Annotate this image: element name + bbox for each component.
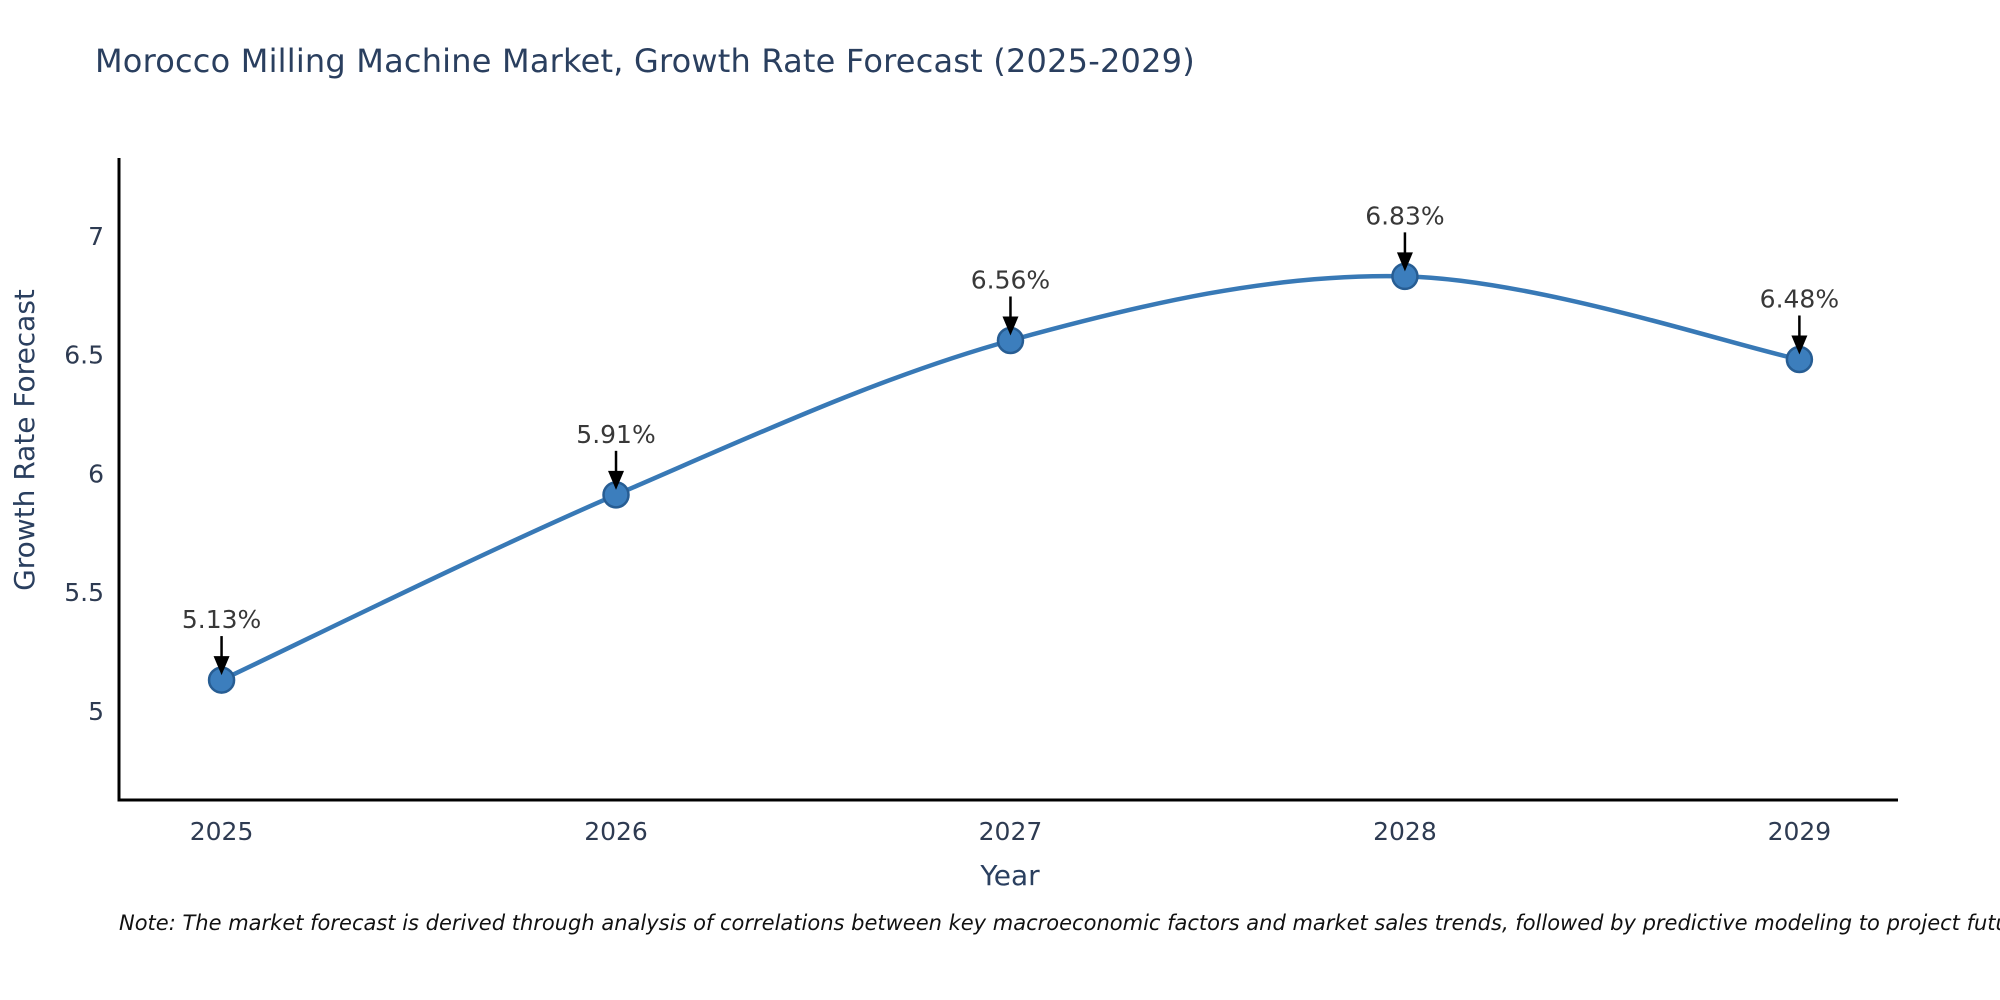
x-tick-label: 2029 (1768, 817, 1832, 846)
y-tick-label: 5 (88, 697, 104, 726)
x-tick-label: 2028 (1373, 817, 1437, 846)
annotation-arrowhead (213, 656, 230, 676)
x-axis-title: Year (979, 859, 1040, 892)
chart-title: Morocco Milling Machine Market, Growth R… (95, 42, 1195, 80)
annotation-arrowhead (608, 470, 625, 490)
data-point-value-label: 5.13% (182, 605, 261, 634)
y-axis-title: Growth Rate Forecast (8, 289, 41, 591)
y-tick-label: 6 (88, 459, 104, 488)
chart-footnote: Note: The market forecast is derived thr… (119, 911, 2000, 935)
y-tick-label: 7 (88, 222, 104, 251)
x-tick-label: 2026 (584, 817, 648, 846)
axes-layer: 5 5.5 6 6.5 7 2025 2026 2027 2028 2029 (64, 222, 1831, 846)
annotation-arrowhead (1396, 252, 1413, 272)
plot-layer: 5.13% 5.91% 6.56% 6.83% 6.48% (182, 201, 1839, 694)
y-tick-label: 5.5 (64, 578, 104, 607)
data-point-value-label: 6.83% (1365, 201, 1444, 230)
data-point-value-label: 5.91% (576, 420, 655, 449)
annotation-arrowhead (1002, 316, 1019, 336)
x-tick-label: 2027 (979, 817, 1043, 846)
annotation-arrowhead (1791, 335, 1808, 355)
y-tick-label: 6.5 (64, 341, 104, 370)
data-point-value-label: 6.56% (971, 265, 1050, 294)
x-tick-label: 2025 (190, 817, 254, 846)
data-point-value-label: 6.48% (1760, 284, 1839, 313)
